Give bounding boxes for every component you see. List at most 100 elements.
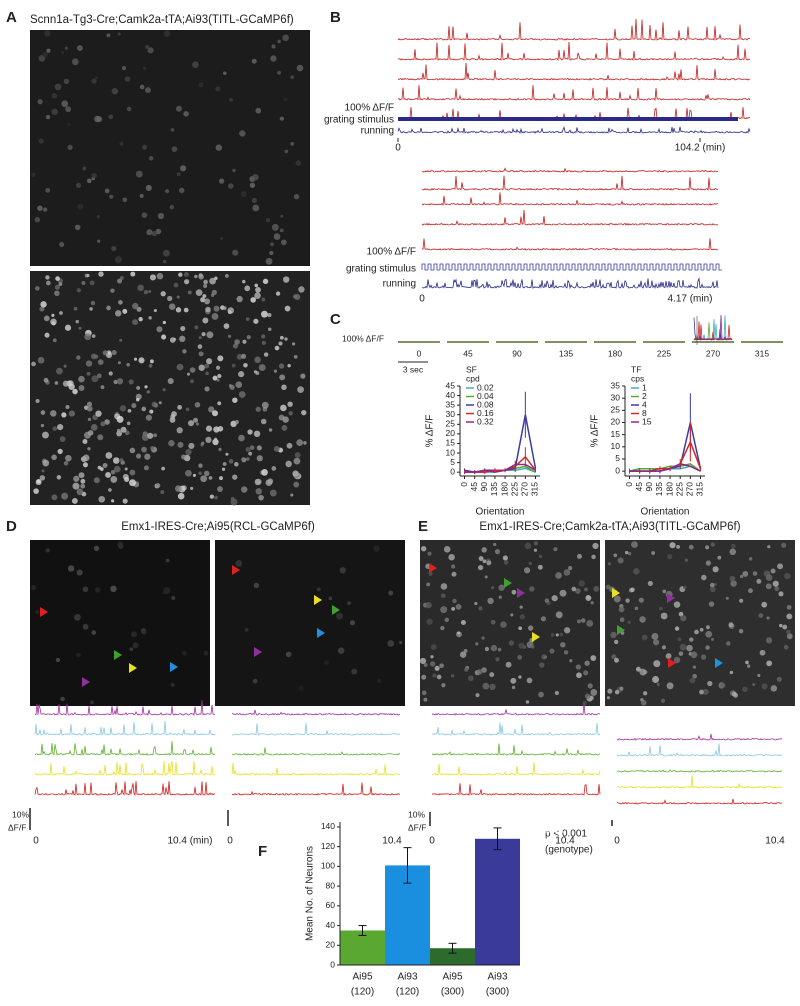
cell <box>451 571 457 577</box>
cell <box>119 338 123 342</box>
cell <box>82 586 89 593</box>
cell <box>541 654 547 660</box>
cell <box>677 637 682 642</box>
cell <box>673 656 681 664</box>
y-tick-label: 30 <box>446 409 456 419</box>
cell <box>517 655 523 660</box>
cell <box>765 574 773 581</box>
cell <box>229 384 235 390</box>
cell <box>116 415 124 423</box>
cell <box>528 561 532 566</box>
cell <box>699 689 704 695</box>
trace <box>616 733 783 741</box>
cell <box>109 194 114 199</box>
time-end: 104.2 (min) <box>675 143 726 154</box>
cell <box>59 436 66 442</box>
cell <box>766 660 773 667</box>
cell <box>720 683 726 688</box>
cell <box>249 182 256 188</box>
cell <box>651 551 656 555</box>
y-tick-label: 20 <box>326 940 336 950</box>
cell <box>254 356 261 364</box>
cell <box>135 453 142 459</box>
cell <box>85 360 93 367</box>
cell <box>482 682 490 690</box>
cell <box>434 665 440 671</box>
cell <box>82 166 87 171</box>
cell <box>296 64 304 72</box>
cell <box>611 654 617 660</box>
cell <box>205 371 209 376</box>
cell <box>497 647 502 652</box>
cell <box>518 675 522 679</box>
cell <box>756 578 762 584</box>
cell <box>399 640 403 645</box>
cell <box>267 478 274 485</box>
cell <box>705 560 712 566</box>
cell <box>692 665 697 669</box>
cell <box>270 55 277 62</box>
cell <box>293 457 301 465</box>
cell <box>145 45 150 50</box>
trace <box>231 782 400 797</box>
cell <box>464 667 469 672</box>
panel-title: Emx1-IRES-Cre;Camk2a-tTA;Ai93(TITL-GCaMP… <box>479 521 740 533</box>
cell <box>67 565 75 572</box>
cell <box>106 305 111 311</box>
cell <box>683 585 687 590</box>
cell <box>189 367 196 373</box>
cell <box>175 307 182 313</box>
x-tick-label: 90 <box>479 482 489 492</box>
cell <box>75 652 81 658</box>
time-scale-label: 3 sec <box>403 364 424 374</box>
cell <box>284 337 288 341</box>
trace <box>431 702 601 716</box>
cell <box>537 564 543 570</box>
cell <box>205 436 212 443</box>
cell <box>701 574 707 581</box>
cell <box>290 75 294 79</box>
arrowhead <box>517 588 525 598</box>
cell <box>100 385 105 390</box>
cell <box>294 452 301 458</box>
cell <box>280 214 284 218</box>
cell <box>660 698 666 703</box>
cell <box>680 615 687 622</box>
cell <box>761 601 768 608</box>
cell <box>423 697 428 702</box>
cell <box>158 401 162 405</box>
cell <box>116 428 121 433</box>
cell <box>580 618 586 623</box>
cell <box>124 476 130 483</box>
cell <box>261 469 268 476</box>
cell <box>202 317 209 324</box>
cell <box>772 580 779 587</box>
cell <box>97 434 104 441</box>
cell <box>139 193 144 198</box>
cell <box>126 106 132 112</box>
y-tick-label: 20 <box>611 417 621 427</box>
cell <box>238 434 245 442</box>
cell <box>283 97 288 102</box>
cell <box>491 586 495 590</box>
cell <box>748 588 753 594</box>
trace <box>421 209 719 226</box>
cell <box>652 639 660 646</box>
cell <box>667 553 673 560</box>
cell <box>455 603 462 610</box>
cell <box>179 335 186 343</box>
trace <box>421 192 719 206</box>
cell <box>742 571 749 577</box>
cell <box>157 212 165 220</box>
arrowhead <box>40 607 48 617</box>
cell <box>498 595 502 599</box>
cell <box>188 442 195 449</box>
cell <box>148 289 152 293</box>
x-tick-label: 0 <box>624 482 634 487</box>
panel-label: B <box>330 9 341 26</box>
cell <box>584 693 591 699</box>
cell <box>51 92 58 99</box>
orientation-label: 90 <box>512 348 522 358</box>
cell <box>625 598 630 603</box>
cell <box>98 271 104 277</box>
